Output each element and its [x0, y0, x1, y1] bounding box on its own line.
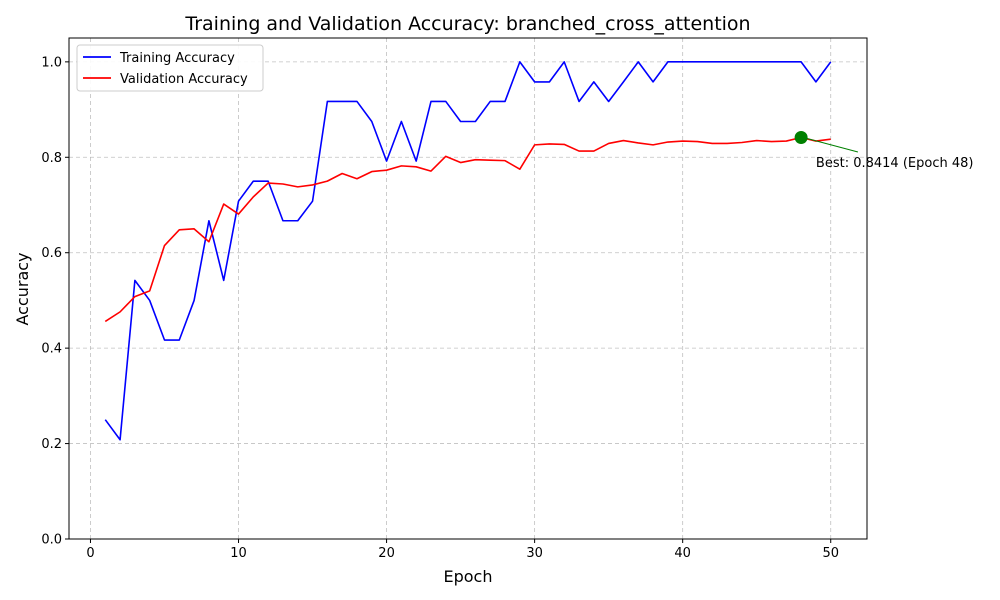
validation-accuracy-line	[104, 136, 831, 323]
y-tick-label: 0.2	[41, 437, 62, 452]
x-tick-label: 10	[230, 546, 247, 561]
annotation-text: Best: 0.8414 (Epoch 48)	[816, 156, 974, 171]
y-tick-label: 1.0	[41, 55, 62, 70]
x-tick-label: 20	[378, 546, 395, 561]
x-tick-label: 50	[822, 546, 839, 561]
y-axis-ticks: 0.0 0.2 0.4 0.6 0.8 1.0	[41, 55, 69, 548]
x-tick-label: 40	[674, 546, 691, 561]
y-tick-label: 0.0	[41, 533, 62, 548]
y-tick-label: 0.4	[41, 342, 62, 357]
x-axis-ticks: 0 10 20 30 40 50	[86, 539, 839, 561]
series-lines	[104, 61, 832, 441]
legend-label-training: Training Accuracy	[119, 51, 235, 66]
x-tick-label: 30	[526, 546, 543, 561]
annotation-arrow	[806, 138, 859, 153]
x-axis-label: Epoch	[444, 567, 493, 586]
legend: Training Accuracy Validation Accuracy	[76, 44, 264, 92]
plot-frame	[68, 37, 868, 540]
legend-box	[76, 44, 264, 92]
training-accuracy-line	[104, 61, 832, 441]
legend-label-validation: Validation Accuracy	[120, 72, 248, 87]
y-tick-label: 0.6	[41, 246, 62, 261]
y-axis-label: Accuracy	[13, 252, 32, 325]
y-tick-label: 0.8	[41, 151, 62, 166]
x-tick-label: 0	[86, 546, 94, 561]
best-point-marker	[794, 131, 808, 145]
chart-title: Training and Validation Accuracy: branch…	[184, 13, 750, 35]
best-annotation: Best: 0.8414 (Epoch 48)	[794, 131, 974, 171]
